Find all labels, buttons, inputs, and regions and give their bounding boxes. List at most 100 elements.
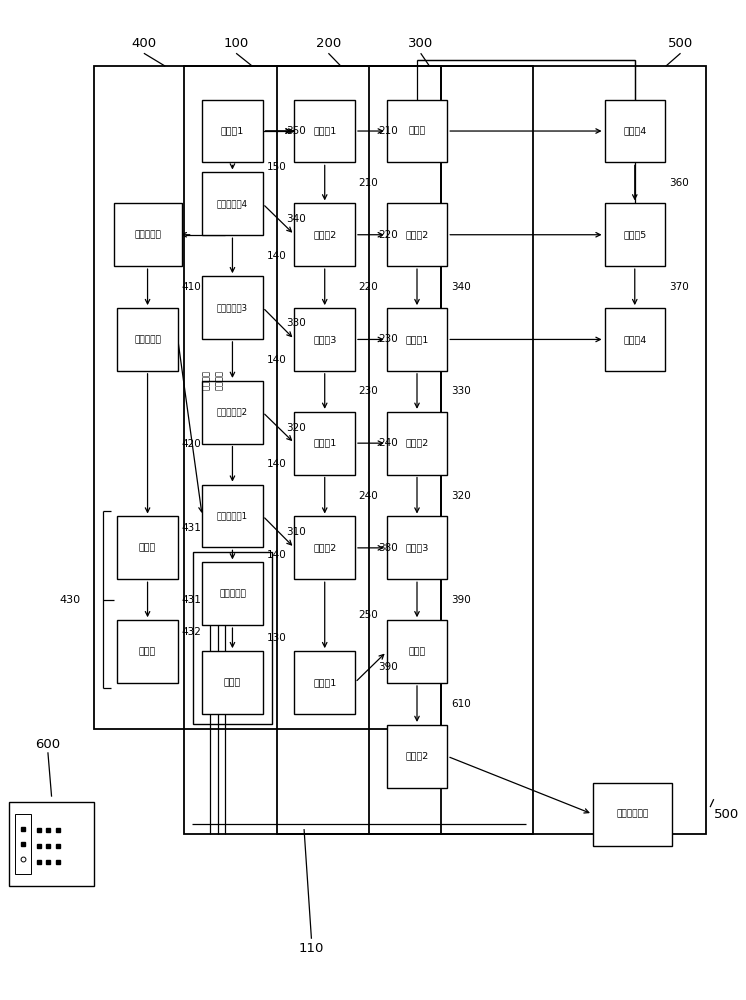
Text: 220: 220 (359, 282, 378, 292)
Text: 200: 200 (316, 37, 341, 50)
Text: 曝气槽1: 曝气槽1 (313, 127, 336, 136)
Bar (369, 66, 706, 834)
Bar (202, 172, 263, 235)
Text: 固液分离器: 固液分离器 (134, 335, 161, 344)
Text: 沉淀槽1: 沉淀槽1 (221, 127, 244, 136)
Bar (593, 783, 672, 846)
Text: 曝气槽3: 曝气槽3 (313, 335, 336, 344)
Bar (604, 308, 665, 371)
Bar (202, 562, 263, 625)
Text: 340: 340 (286, 214, 306, 224)
Bar (202, 276, 263, 339)
Text: 240: 240 (359, 491, 378, 501)
Text: 432: 432 (181, 627, 201, 637)
Text: 储存槽2: 储存槽2 (405, 752, 429, 761)
Bar (117, 308, 178, 371)
Text: 混合槽2: 混合槽2 (405, 230, 429, 239)
Text: 340: 340 (451, 282, 471, 292)
Bar (295, 203, 355, 266)
Bar (386, 516, 448, 579)
Text: 浓水余液: 浓水余液 (215, 370, 224, 390)
Text: 600: 600 (35, 738, 60, 751)
Text: 沉淀槽3: 沉淀槽3 (405, 543, 429, 552)
Bar (117, 516, 178, 579)
Bar (117, 620, 178, 683)
Text: 140: 140 (266, 355, 286, 365)
Text: 原水槽: 原水槽 (224, 678, 241, 687)
Bar (193, 552, 272, 724)
Text: 431: 431 (181, 595, 201, 605)
Text: 210: 210 (378, 126, 398, 136)
Text: 330: 330 (451, 386, 471, 396)
Text: 100: 100 (224, 37, 248, 50)
Bar (604, 100, 665, 162)
Bar (295, 516, 355, 579)
Bar (295, 651, 355, 714)
Text: 混合槽1: 混合槽1 (405, 335, 429, 344)
Bar (386, 620, 448, 683)
Bar (386, 100, 448, 162)
Bar (202, 381, 263, 444)
Bar (94, 66, 441, 729)
Text: 430: 430 (59, 595, 81, 605)
Bar (15, 814, 31, 874)
Bar (386, 308, 448, 371)
Text: 300: 300 (408, 37, 433, 50)
Text: 130: 130 (266, 633, 286, 643)
Text: 产品包装装置: 产品包装装置 (616, 810, 649, 819)
Text: 240: 240 (378, 438, 398, 448)
Text: 沉淀槽4: 沉淀槽4 (623, 335, 646, 344)
Text: 220: 220 (378, 230, 398, 240)
Text: 混合曝气槽4: 混合曝气槽4 (217, 199, 248, 208)
Text: 230: 230 (359, 386, 378, 396)
Bar (9, 802, 94, 886)
Bar (386, 725, 448, 788)
Text: 140: 140 (266, 459, 286, 469)
Bar (184, 66, 441, 834)
Text: 堆肥室: 堆肥室 (139, 647, 156, 656)
Text: 140: 140 (266, 550, 286, 560)
Bar (295, 412, 355, 475)
Text: 390: 390 (451, 595, 471, 605)
Text: 110: 110 (298, 942, 324, 955)
Text: 420: 420 (181, 439, 201, 449)
Text: 500: 500 (714, 808, 739, 821)
Bar (295, 100, 355, 162)
Text: 320: 320 (451, 491, 471, 501)
Text: 330: 330 (286, 318, 306, 328)
Text: 400: 400 (131, 37, 157, 50)
Text: 410: 410 (181, 282, 201, 292)
Bar (277, 66, 533, 834)
Text: 210: 210 (359, 178, 378, 188)
Text: 干燥室: 干燥室 (139, 543, 156, 552)
Text: 熟成槽: 熟成槽 (408, 647, 426, 656)
Text: 431: 431 (181, 523, 201, 533)
Text: 350: 350 (286, 126, 306, 136)
Text: 混合曝气槽1: 混合曝气槽1 (217, 511, 248, 520)
Bar (604, 203, 665, 266)
Text: 320: 320 (286, 423, 306, 433)
Text: 230: 230 (378, 334, 398, 344)
Text: 储存槽1: 储存槽1 (313, 678, 336, 687)
Text: 380: 380 (378, 543, 398, 553)
Text: 610: 610 (451, 699, 471, 709)
Text: 140: 140 (266, 251, 286, 261)
Bar (202, 651, 263, 714)
Text: 涤渣储存槽: 涤渣储存槽 (134, 230, 161, 239)
Bar (113, 203, 181, 266)
Text: 310: 310 (286, 527, 306, 537)
Text: 曝气槽4: 曝气槽4 (623, 127, 646, 136)
Bar (202, 100, 263, 162)
Text: 360: 360 (668, 178, 689, 188)
Text: 调整槽2: 调整槽2 (405, 439, 429, 448)
Text: 沉淀槽2: 沉淀槽2 (313, 543, 336, 552)
Text: 500: 500 (668, 37, 693, 50)
Bar (295, 308, 355, 371)
Text: 曝气槽5: 曝气槽5 (623, 230, 646, 239)
Text: 稀水余液: 稀水余液 (202, 370, 211, 390)
Bar (386, 412, 448, 475)
Text: 固液分离器: 固液分离器 (219, 589, 246, 598)
Bar (202, 485, 263, 547)
Text: 稳定槽: 稳定槽 (408, 127, 426, 136)
Bar (386, 203, 448, 266)
